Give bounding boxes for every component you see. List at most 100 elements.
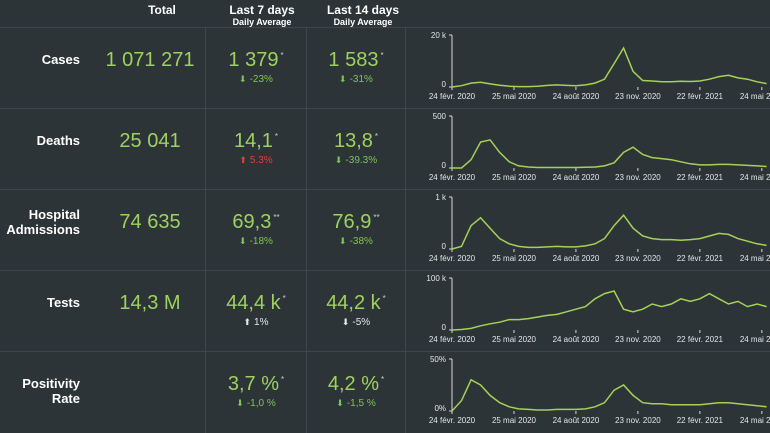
row-separator xyxy=(0,108,770,109)
x-tick-label: 23 nov. 2020 xyxy=(615,92,661,101)
change: ⬇ -18% xyxy=(206,236,306,247)
x-tick-label: 22 févr. 2021 xyxy=(677,92,724,101)
value-text: 1 583 xyxy=(328,49,379,71)
average-value: 76,9 ** xyxy=(306,211,406,234)
x-tick-label: 22 févr. 2021 xyxy=(677,254,724,263)
footnote-mark: * xyxy=(274,132,279,142)
y-tick-label: 0 xyxy=(442,80,447,89)
y-tick-label: 1 k xyxy=(435,193,447,202)
y-tick-label: 500 xyxy=(433,112,447,121)
change: ⬇ -23% xyxy=(206,74,306,85)
x-tick-label: 24 mai 2021 xyxy=(740,173,770,182)
trend-arrow: ⬇ xyxy=(339,74,347,84)
x-tick-label: 24 août 2020 xyxy=(553,254,600,263)
header-last14: Last 14 days xyxy=(326,3,400,17)
row-label: Positivity Rate xyxy=(22,376,80,406)
change-text: -23% xyxy=(249,74,273,85)
y-tick-label: 100 k xyxy=(426,274,447,283)
average-value: 44,4 k * xyxy=(206,292,306,315)
average-value: 1 379 * xyxy=(206,49,306,72)
change: ⬇ -1,5 % xyxy=(306,398,406,409)
divider xyxy=(306,28,307,433)
data-line xyxy=(451,214,767,250)
footnote-mark: * xyxy=(381,375,385,385)
row-separator xyxy=(0,351,770,352)
footnote-mark: * xyxy=(281,375,285,385)
change: ⬇ -1,0 % xyxy=(206,398,306,409)
footnote-mark: * xyxy=(282,294,286,304)
change: ⬆ 1% xyxy=(206,317,306,328)
trend-arrow: ⬇ xyxy=(239,74,247,84)
footnote-mark: ** xyxy=(273,213,280,223)
trend-arrow: ⬇ xyxy=(341,317,350,327)
change-text: -31% xyxy=(349,74,373,85)
x-tick-label: 23 nov. 2020 xyxy=(615,173,661,182)
value-text: 69,3 xyxy=(232,211,272,233)
total-value: 25 041 xyxy=(119,130,181,152)
change: ⬇ -38% xyxy=(306,236,406,247)
trend-arrow: ⬆ xyxy=(239,155,247,165)
trend-arrow: ⬇ xyxy=(334,155,343,165)
x-tick-label: 23 nov. 2020 xyxy=(615,335,661,344)
footnote-mark: ** xyxy=(373,213,380,223)
trend-arrow: ⬇ xyxy=(236,398,244,408)
sparkline-chart: 0 20 k 24 févr. 2020 25 mai 2020 24 août 202… xyxy=(429,31,770,101)
change-text: -5% xyxy=(352,317,371,328)
average-value: 3,7 % * xyxy=(206,373,306,396)
footnote-mark: * xyxy=(382,294,386,304)
x-tick-label: 24 août 2020 xyxy=(553,335,600,344)
footnote-mark: * xyxy=(374,132,379,142)
x-tick-label: 25 mai 2020 xyxy=(492,335,537,344)
change: ⬇ -31% xyxy=(306,74,406,85)
data-line xyxy=(451,378,767,412)
trend-arrow: ⬆ xyxy=(243,317,252,327)
x-tick-label: 24 août 2020 xyxy=(553,173,600,182)
divider xyxy=(405,28,406,433)
x-tick-label: 24 août 2020 xyxy=(553,92,600,101)
row-label: Tests xyxy=(47,295,80,310)
x-tick-label: 22 févr. 2021 xyxy=(677,173,724,182)
average-value: 14,1 * xyxy=(206,130,306,153)
change: ⬆ 5.3% xyxy=(206,155,306,166)
header-total: Total xyxy=(148,3,176,17)
header-last14-sub: Daily Average xyxy=(333,17,393,27)
change-text: -18% xyxy=(249,236,273,247)
x-tick-label: 25 mai 2020 xyxy=(492,416,537,425)
total-value: 1 071 271 xyxy=(105,49,195,71)
y-tick-label: 50% xyxy=(430,355,446,364)
average-value: 4,2 % * xyxy=(306,373,406,396)
y-tick-label: 0% xyxy=(434,404,446,413)
sparkline-chart: 0% 50% 24 févr. 2020 25 mai 2020 24 août 202… xyxy=(429,355,770,425)
average-value: 44,2 k * xyxy=(306,292,406,315)
row-label: Hospital Admissions xyxy=(6,207,80,237)
change-text: -38% xyxy=(349,236,373,247)
x-tick-label: 24 mai 2021 xyxy=(740,254,770,263)
divider xyxy=(205,28,206,433)
x-tick-label: 24 févr. 2020 xyxy=(429,416,476,425)
x-tick-label: 25 mai 2020 xyxy=(492,254,537,263)
row-separator xyxy=(0,27,770,28)
value-text: 13,8 xyxy=(333,130,373,152)
total-value: 74 635 xyxy=(119,211,181,233)
x-tick-label: 23 nov. 2020 xyxy=(615,416,661,425)
value-text: 44,2 k xyxy=(326,292,381,314)
row-label: Deaths xyxy=(36,133,80,148)
data-line xyxy=(451,46,767,88)
average-value: 1 583 * xyxy=(306,49,406,72)
y-tick-label: 0 xyxy=(442,323,447,332)
x-tick-label: 24 mai 2021 xyxy=(740,92,770,101)
trend-arrow: ⬇ xyxy=(336,398,344,408)
sparkline-chart: 0 1 k 24 févr. 2020 25 mai 2020 24 août 2020… xyxy=(429,193,770,263)
x-tick-label: 24 mai 2021 xyxy=(740,416,770,425)
x-tick-label: 24 mai 2021 xyxy=(740,335,770,344)
x-tick-label: 24 août 2020 xyxy=(553,416,600,425)
value-text: 14,1 xyxy=(233,130,273,152)
change: ⬇ -5% xyxy=(306,317,406,328)
value-text: 3,7 % xyxy=(227,373,280,395)
sparkline-chart: 0 100 k 24 févr. 2020 25 mai 2020 24 août 20… xyxy=(426,274,770,344)
change-text: -1,5 % xyxy=(346,398,376,409)
value-text: 4,2 % xyxy=(327,373,380,395)
x-tick-label: 25 mai 2020 xyxy=(492,173,537,182)
trend-arrow: ⬇ xyxy=(339,236,347,246)
